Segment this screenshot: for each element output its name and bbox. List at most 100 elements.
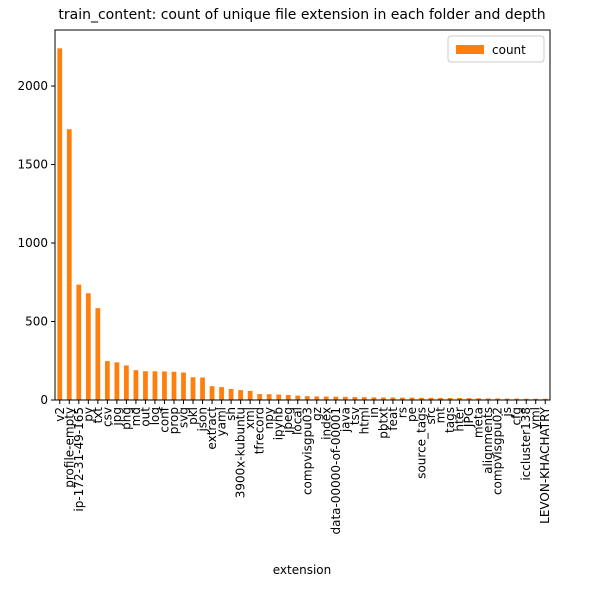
bar <box>76 284 82 400</box>
bar <box>476 398 481 400</box>
bar <box>285 394 291 400</box>
bar <box>333 396 339 400</box>
bar <box>361 397 367 400</box>
bar <box>533 398 539 400</box>
x-tick-label: alignments <box>481 407 495 474</box>
bar <box>495 398 501 400</box>
bar <box>219 387 224 400</box>
x-tick-label: conf <box>157 406 171 433</box>
x-tick-label: hter <box>453 407 467 432</box>
x-tick-label: local <box>291 407 305 435</box>
x-tick-label: txt <box>91 407 105 424</box>
x-tick-label: LEVON-KHACHATRY <box>538 406 552 523</box>
x-tick-label: v2 <box>53 407 67 422</box>
x-tick-label: py <box>81 407 95 422</box>
x-tick-label: js <box>500 407 514 418</box>
bar <box>95 308 101 400</box>
x-tick-label: out <box>138 407 152 427</box>
bar <box>304 396 310 400</box>
x-tick-label: index <box>319 407 333 440</box>
x-tick-label: pe <box>405 407 419 422</box>
bar <box>57 48 63 400</box>
bar <box>390 397 396 400</box>
x-tick-label: mt <box>434 407 448 424</box>
x-tick-label: cfg <box>510 407 524 425</box>
legend-box <box>447 35 545 63</box>
x-tick-label: npy <box>262 407 276 429</box>
bar <box>342 396 348 400</box>
bar <box>114 362 120 400</box>
bar <box>104 361 110 400</box>
bar <box>66 129 72 400</box>
y-tick-label: 1000 <box>17 236 48 250</box>
bar <box>266 394 272 400</box>
x-tick-label: ip-172-31-49-165 <box>72 407 86 512</box>
bar <box>447 397 453 400</box>
x-tick-label: in <box>367 407 381 418</box>
bar <box>409 397 415 400</box>
bar <box>238 390 244 400</box>
x-tick-label: iccluster138 <box>519 407 533 481</box>
bar <box>485 398 491 400</box>
y-tick-label: 500 <box>25 315 48 329</box>
x-tick-label: yml <box>529 407 543 429</box>
x-tick-label: 3900x-kubuntu <box>234 407 248 498</box>
bar <box>514 398 520 400</box>
x-tick-label: extract <box>205 407 219 450</box>
x-tick-label: ipynb <box>272 407 286 440</box>
x-tick-label: tsv <box>348 407 362 425</box>
bar <box>352 397 358 400</box>
x-tick-label: JPG <box>462 407 476 428</box>
y-tick-label: 1500 <box>17 158 48 172</box>
x-tick-label: svg <box>177 407 191 428</box>
bar <box>371 397 377 400</box>
x-tick-label: pbtxt <box>376 407 390 439</box>
bar <box>428 397 434 400</box>
x-tick-label: tags <box>443 407 457 433</box>
x-tick-label: log <box>148 407 162 425</box>
bar <box>228 389 234 400</box>
bar <box>181 372 186 400</box>
bar <box>381 397 386 400</box>
x-tick-label: java <box>338 407 352 433</box>
bar <box>133 370 139 400</box>
bar <box>209 386 215 400</box>
x-tick-label: profile-empty <box>62 407 76 488</box>
bar <box>162 371 167 400</box>
x-tick-label: source_tags <box>414 407 428 479</box>
x-tick-label: yaml <box>215 407 229 436</box>
bar <box>152 371 158 400</box>
bar <box>247 390 253 400</box>
x-tick-label: pkl <box>186 407 200 425</box>
bar <box>323 396 329 400</box>
x-axis-label: extension <box>273 563 332 577</box>
x-tick-label: jpeg <box>281 407 295 434</box>
x-tick-label: src <box>424 407 438 425</box>
bar <box>295 395 301 400</box>
bar <box>276 394 282 400</box>
x-tick-label: feat <box>386 407 400 431</box>
bar <box>257 394 263 400</box>
bar <box>542 398 548 400</box>
x-tick-label: meta <box>472 407 486 438</box>
x-tick-label: tfrecord <box>253 407 267 454</box>
bar <box>457 397 462 400</box>
x-tick-label: json <box>196 407 210 433</box>
x-tick-label: jpg <box>110 407 124 427</box>
x-tick-label: sh <box>224 407 238 421</box>
bar <box>124 365 129 400</box>
bar <box>523 398 529 400</box>
x-tick-label: xml <box>243 407 257 429</box>
x-tick-label: prop <box>167 407 181 434</box>
bar <box>314 396 320 400</box>
bar <box>504 398 510 400</box>
x-tick-label: png <box>119 407 133 430</box>
x-tick-label: md <box>129 407 143 426</box>
bar <box>400 397 405 400</box>
x-tick-label: data-00000-of-00001 <box>329 407 343 535</box>
bar <box>143 371 148 400</box>
bar <box>190 377 196 400</box>
plot-frame <box>54 29 551 401</box>
bar <box>171 371 177 400</box>
